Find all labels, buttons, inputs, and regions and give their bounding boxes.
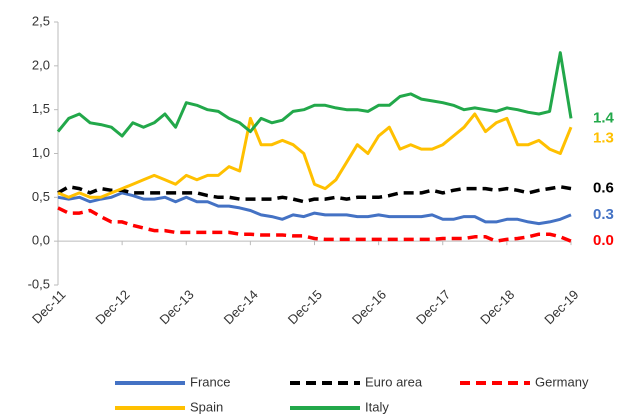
legend-label: Italy	[365, 399, 389, 414]
end-label: 1.4	[593, 109, 615, 126]
legend-label: Euro area	[365, 374, 423, 389]
series-line	[57, 185, 572, 204]
x-tick-label: Dec-17	[413, 287, 453, 327]
series-line	[57, 191, 572, 226]
y-tick-label: 2,0	[32, 57, 50, 72]
end-label: 0.3	[593, 206, 614, 223]
y-tick-label: 0,5	[32, 189, 50, 204]
x-tick-label: Dec-18	[477, 287, 517, 327]
series-line	[57, 112, 573, 199]
x-tick-label: Dec-11	[29, 287, 69, 327]
legend-label: Spain	[190, 399, 223, 414]
y-tick-label: 0,0	[32, 233, 50, 248]
series-line	[57, 206, 572, 243]
x-tick-label: Dec-14	[221, 287, 261, 327]
legend-label: France	[190, 374, 230, 389]
x-tick-label: Dec-15	[285, 287, 325, 327]
y-tick-label: 1,0	[32, 145, 50, 160]
legend-label: Germany	[535, 374, 589, 389]
series-line	[56, 51, 573, 138]
x-tick-label: Dec-13	[157, 287, 197, 327]
x-tick-label: Dec-12	[92, 287, 132, 327]
x-tick-label: Dec-19	[541, 287, 581, 327]
end-label: 0.0	[593, 232, 614, 249]
y-tick-label: 2,5	[32, 13, 50, 28]
end-label: 1.3	[593, 129, 614, 146]
x-tick-label: Dec-16	[349, 287, 389, 327]
end-label: 0.6	[593, 180, 614, 197]
y-tick-label: 1,5	[32, 101, 50, 116]
y-tick-label: -0,5	[28, 276, 50, 291]
